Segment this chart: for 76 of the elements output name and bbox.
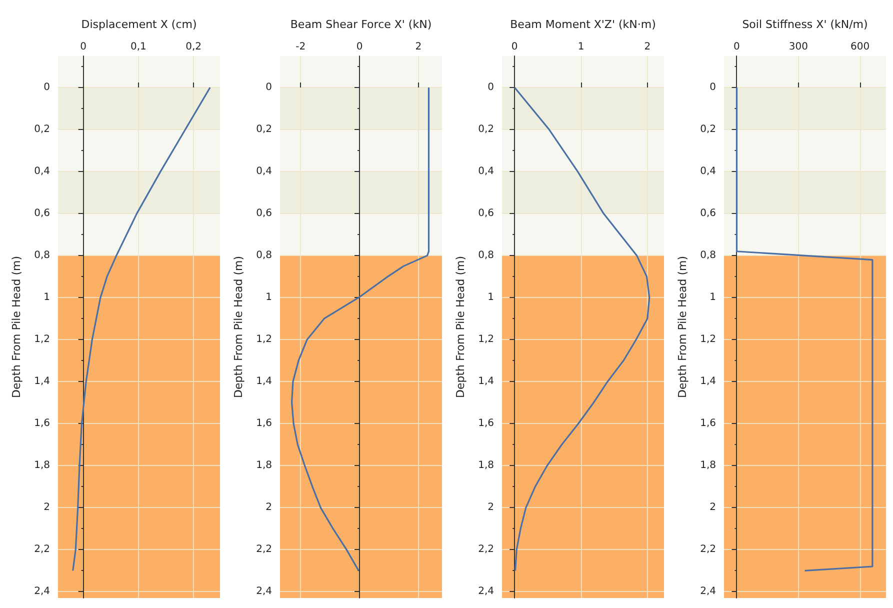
- y-tick-label: 1,8: [700, 460, 716, 472]
- y-tick-label: 0,4: [700, 166, 716, 178]
- y-tick-label: 0,6: [34, 208, 50, 220]
- y-tick-label: 0: [44, 82, 50, 94]
- x-tick-label: 1: [578, 42, 584, 52]
- y-tick-label: 2,4: [700, 586, 716, 598]
- y-tick-label: 1: [44, 292, 50, 304]
- y-tick-label: 0,8: [34, 250, 50, 262]
- y-tick-label: 0,2: [478, 124, 494, 136]
- y-tick-label: 0,6: [700, 208, 716, 220]
- y-tick-label: 1,2: [700, 334, 716, 346]
- y-axis-title: Depth From Pile Head (m): [232, 256, 245, 398]
- y-tick-label: 2,2: [256, 544, 272, 556]
- x-tick-label: -2: [296, 42, 306, 52]
- y-tick-label: 1,4: [34, 376, 50, 388]
- y-tick-label: 1,8: [478, 460, 494, 472]
- y-tick-label: 0,2: [256, 124, 272, 136]
- y-axis-title: Depth From Pile Head (m): [676, 256, 689, 398]
- x-axis-title: Soil Stiffness X' (kN/m): [742, 18, 868, 31]
- y-tick-label: 1,2: [34, 334, 50, 346]
- y-tick-label: 1,4: [478, 376, 494, 388]
- y-tick-label: 0,4: [34, 166, 50, 178]
- y-tick-label: 0: [710, 82, 716, 94]
- x-tick-label: 0: [356, 42, 363, 52]
- y-tick-label: 0,6: [256, 208, 272, 220]
- x-tick-label: 0: [734, 42, 740, 52]
- y-axis-title: Depth From Pile Head (m): [10, 256, 23, 398]
- y-tick-label: 1: [710, 292, 716, 304]
- y-tick-label: 1,6: [700, 418, 716, 430]
- y-tick-label: 2,2: [34, 544, 50, 556]
- y-tick-label: 1,6: [256, 418, 272, 430]
- y-tick-label: 1,8: [256, 460, 272, 472]
- y-tick-label: 1,4: [256, 376, 272, 388]
- x-tick-label: 300: [788, 42, 808, 52]
- x-tick-label: 0,1: [130, 42, 146, 52]
- y-tick-label: 2,2: [478, 544, 494, 556]
- line-series: [514, 86, 650, 572]
- y-tick-label: 2: [266, 502, 272, 514]
- y-tick-label: 0,4: [478, 166, 494, 178]
- y-tick-label: 1: [488, 292, 494, 304]
- y-tick-label: 2,4: [256, 586, 272, 598]
- x-tick-label: 2: [644, 42, 651, 52]
- y-tick-label: 0,8: [478, 250, 494, 262]
- y-tick-label: 0,8: [256, 250, 272, 262]
- x-tick-label: 600: [850, 42, 870, 52]
- y-tick-label: 2,4: [34, 586, 50, 598]
- x-tick-label: 0,2: [186, 42, 202, 52]
- line-series: [736, 86, 874, 572]
- x-tick-label: 0: [80, 42, 87, 52]
- y-tick-label: 1,8: [34, 460, 50, 472]
- x-tick-label: 2: [415, 42, 422, 52]
- y-tick-label: 2,2: [700, 544, 716, 556]
- x-axis-title: Displacement X (cm): [81, 18, 197, 31]
- y-tick-label: 2: [488, 502, 494, 514]
- y-tick-label: 1,2: [478, 334, 494, 346]
- y-tick-label: 2,4: [478, 586, 494, 598]
- y-tick-label: 1,2: [256, 334, 272, 346]
- y-tick-label: 0,2: [34, 124, 50, 136]
- y-tick-label: 1,6: [34, 418, 50, 430]
- y-tick-label: 0,4: [256, 166, 272, 178]
- y-tick-label: 0: [488, 82, 494, 94]
- x-tick-label: 0: [511, 42, 518, 52]
- y-tick-label: 0: [266, 82, 272, 94]
- x-axis-title: Beam Shear Force X' (kN): [290, 18, 432, 31]
- y-tick-label: 0,6: [478, 208, 494, 220]
- y-tick-label: 2: [44, 502, 50, 514]
- y-tick-label: 2: [710, 502, 716, 514]
- y-tick-label: 0,8: [700, 250, 716, 262]
- y-axis-title: Depth From Pile Head (m): [454, 256, 467, 398]
- y-tick-label: 1: [266, 292, 272, 304]
- line-series: [290, 86, 430, 572]
- line-series: [72, 86, 211, 572]
- y-tick-label: 0,2: [700, 124, 716, 136]
- x-axis-title: Beam Moment X'Z' (kN·m): [510, 18, 656, 31]
- y-tick-label: 1,4: [700, 376, 716, 388]
- y-tick-label: 1,6: [478, 418, 494, 430]
